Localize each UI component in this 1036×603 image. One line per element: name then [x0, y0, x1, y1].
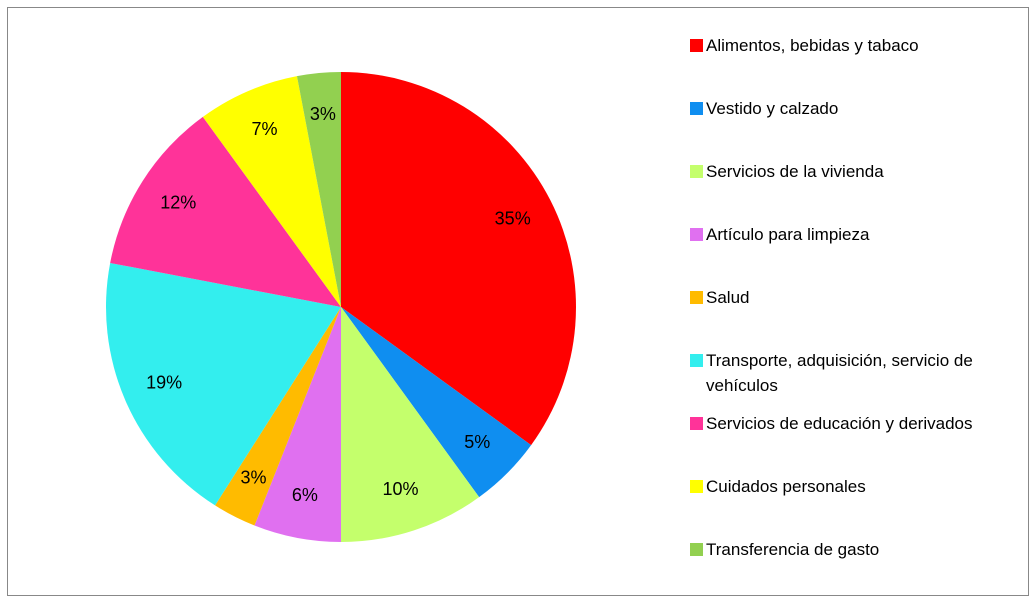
- legend-label: Servicios de educación y derivados: [706, 414, 973, 433]
- pie-slice: [341, 307, 532, 498]
- legend-swatch: [690, 165, 703, 178]
- legend-label: Alimentos, bebidas y tabaco: [706, 36, 919, 55]
- legend-swatch: [690, 354, 703, 367]
- legend-swatch: [690, 228, 703, 241]
- legend-label: Vestido y calzado: [706, 99, 839, 118]
- data-label: 5%: [464, 432, 490, 452]
- pie-slice: [110, 116, 341, 307]
- legend-item: Servicios de educación y derivados: [690, 411, 1020, 436]
- data-label: 12%: [160, 192, 196, 212]
- pie-slice: [105, 262, 341, 506]
- data-label: 3%: [241, 467, 267, 487]
- legend-swatch: [690, 417, 703, 430]
- legend-swatch: [690, 480, 703, 493]
- pie-slice: [254, 307, 341, 542]
- data-label: 6%: [292, 485, 318, 505]
- legend-item: Artículo para limpieza: [690, 222, 1020, 247]
- legend-item: Transferencia de gasto: [690, 537, 1020, 562]
- legend-item: Servicios de la vivienda: [690, 159, 1020, 184]
- data-label: 35%: [495, 208, 531, 228]
- pie-slice: [215, 307, 341, 526]
- legend-label: Transporte, adquisición, servicio de veh…: [706, 351, 973, 395]
- legend-item: Cuidados personales: [690, 474, 1020, 499]
- data-label: 10%: [383, 479, 419, 499]
- legend-swatch: [690, 102, 703, 115]
- legend-item: Alimentos, bebidas y tabaco: [690, 33, 1020, 58]
- data-label: 19%: [146, 372, 182, 392]
- legend-label: Artículo para limpieza: [706, 225, 870, 244]
- pie-slice: [341, 307, 480, 542]
- legend-item: Transporte, adquisición, servicio de veh…: [690, 348, 1020, 398]
- pie-slice: [341, 72, 576, 446]
- legend-label: Servicios de la vivienda: [706, 162, 884, 181]
- data-label: 7%: [251, 119, 277, 139]
- data-label: 3%: [310, 104, 336, 124]
- legend-swatch: [690, 291, 703, 304]
- legend-item: Vestido y calzado: [690, 96, 1020, 121]
- pie-slice: [296, 72, 341, 307]
- legend-swatch: [690, 39, 703, 52]
- legend-label: Cuidados personales: [706, 477, 866, 496]
- legend-label: Transferencia de gasto: [706, 540, 880, 559]
- legend-label: Salud: [706, 288, 750, 307]
- pie-slice: [202, 76, 341, 307]
- legend-swatch: [690, 543, 703, 556]
- legend-item: Salud: [690, 285, 1020, 310]
